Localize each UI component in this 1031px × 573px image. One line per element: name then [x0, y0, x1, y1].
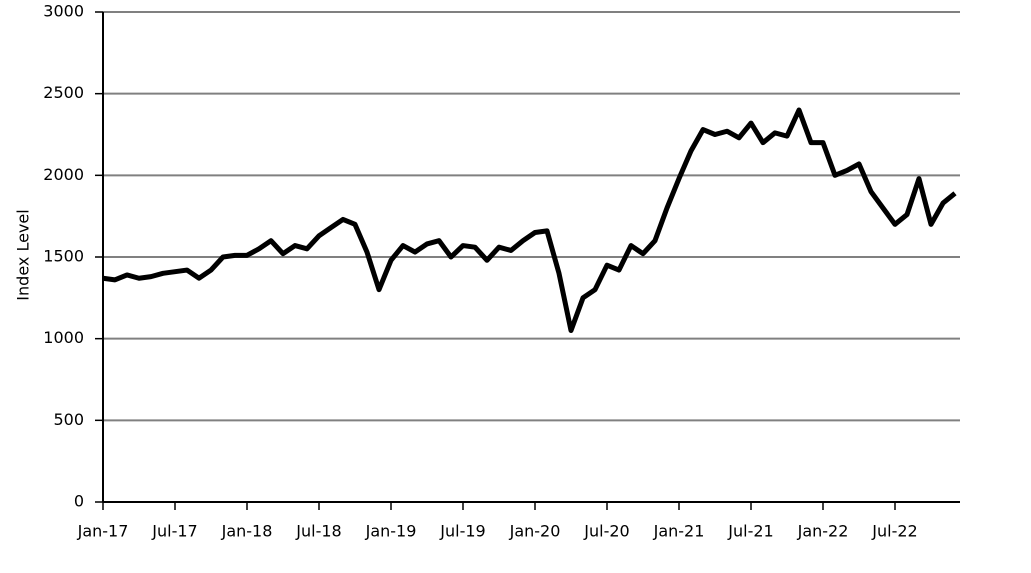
y-axis-label: Index Level — [14, 209, 33, 300]
y-tick-label: 2000 — [43, 165, 84, 184]
y-tick-label: 500 — [53, 410, 84, 429]
x-tick-label: Jan-17 — [77, 522, 129, 541]
x-tick-label: Jul-21 — [727, 522, 773, 541]
data-line — [102, 107, 957, 333]
y-tick-label: 0 — [74, 492, 84, 511]
x-tick-label: Jan-21 — [653, 522, 705, 541]
y-tick-label: 1000 — [43, 328, 84, 347]
y-tick-label: 1500 — [43, 247, 84, 266]
x-tick-label: Jul-17 — [151, 522, 197, 541]
x-tick-label: Jan-20 — [509, 522, 561, 541]
x-tick-label: Jan-22 — [797, 522, 849, 541]
y-tick-label: 2500 — [43, 83, 84, 102]
x-tick-label: Jul-20 — [583, 522, 629, 541]
x-tick-label: Jul-19 — [439, 522, 485, 541]
x-tick-label: Jul-18 — [295, 522, 341, 541]
x-tick-label: Jul-22 — [871, 522, 917, 541]
x-tick-label: Jan-19 — [365, 522, 417, 541]
y-tick-label: 3000 — [43, 2, 84, 21]
x-tick-label: Jan-18 — [221, 522, 273, 541]
